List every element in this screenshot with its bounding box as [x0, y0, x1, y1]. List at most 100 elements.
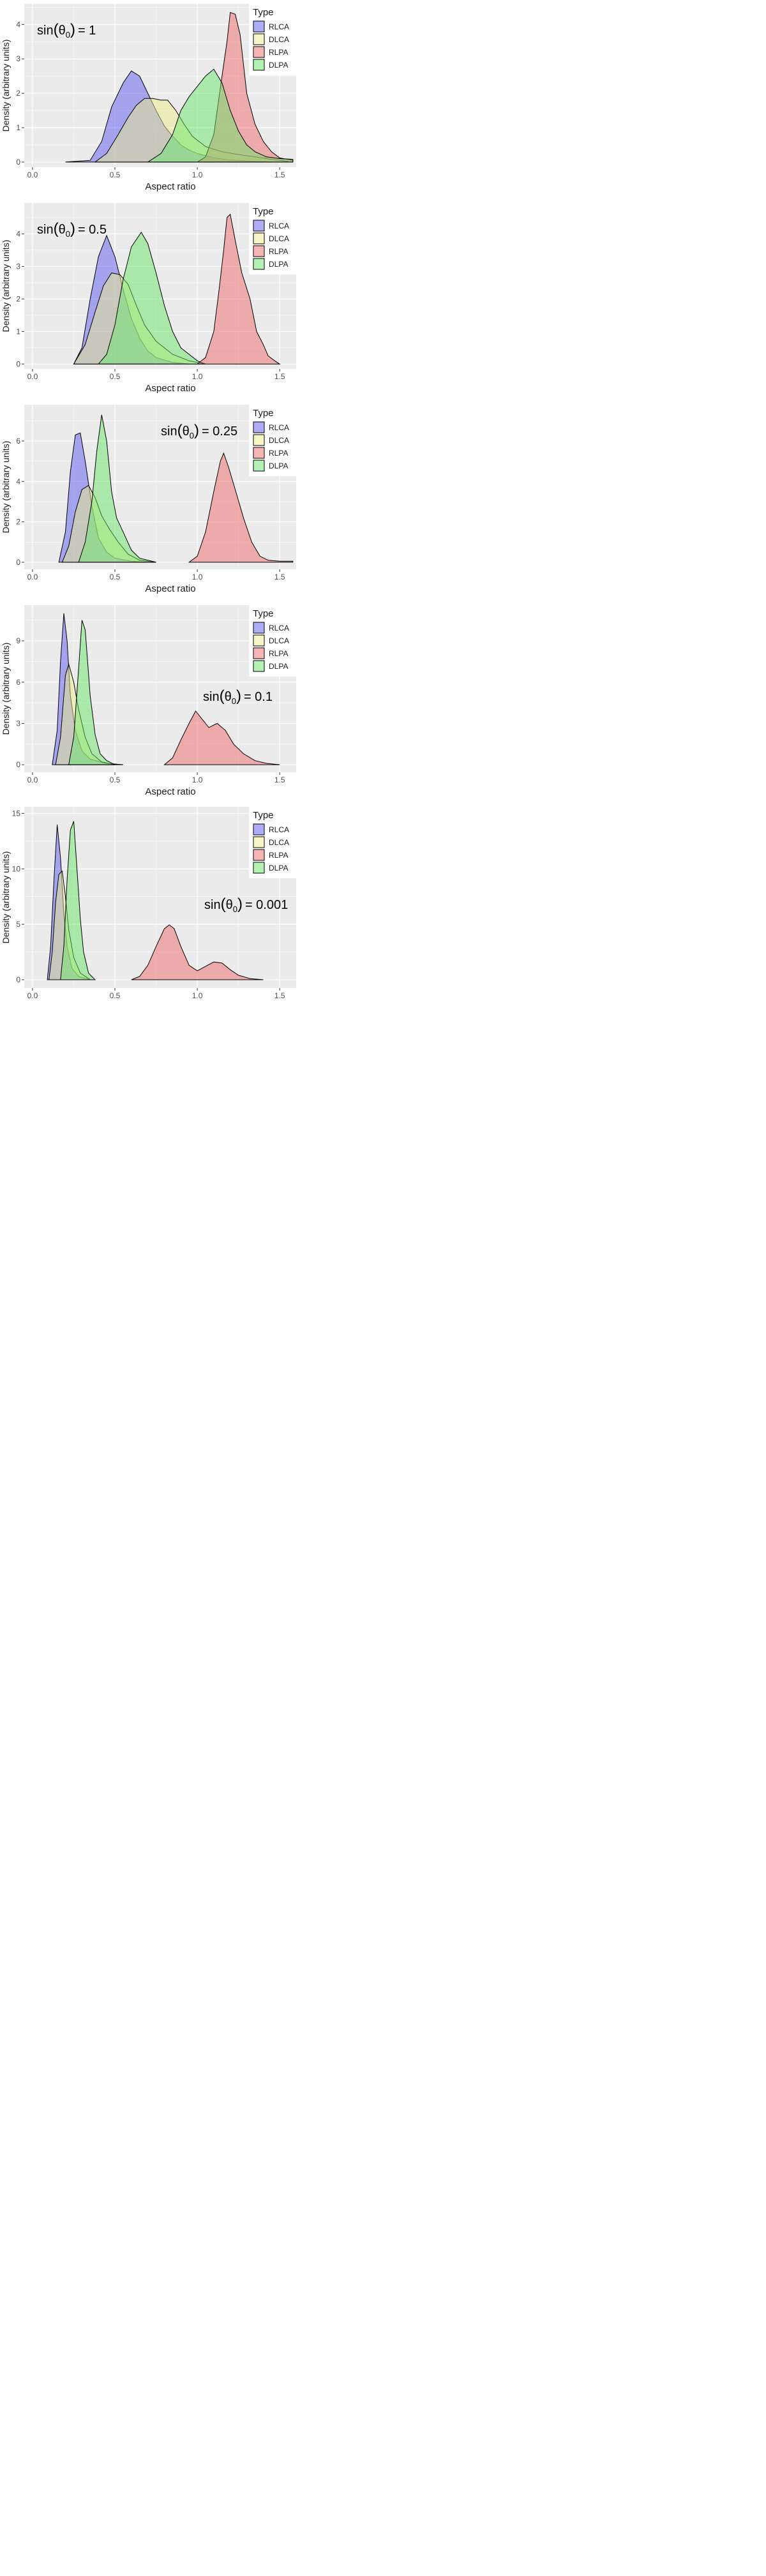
y-tick-label: 4	[16, 477, 20, 486]
legend: Type RLCA DLCA RLPA DLPA	[249, 4, 296, 75]
annotation-subscript: 0	[66, 30, 70, 40]
x-tick-label: 1.5	[274, 170, 285, 179]
x-tick-label: 0.0	[27, 775, 38, 784]
y-tick-label: 4	[16, 20, 20, 29]
y-tick-label: 4	[16, 229, 20, 238]
x-tick-label: 1.5	[274, 372, 285, 381]
legend-label-dlca: DLCA	[269, 436, 289, 445]
legend-title: Type	[253, 7, 274, 18]
legend: Type RLCA DLCA RLPA DLPA	[249, 605, 296, 677]
annotation-prefix: sin	[37, 24, 54, 38]
annotation-paren: )	[236, 687, 241, 705]
legend-swatch-rlca	[253, 20, 265, 33]
legend-swatch-rlpa	[253, 46, 265, 58]
x-tick-label: 1.0	[192, 170, 203, 179]
x-axis-label: Aspect ratio	[145, 786, 195, 797]
annotation: sin(θ0) = 0.25	[161, 422, 237, 440]
legend-swatch-dlca	[253, 434, 265, 446]
chart-panel-3: 0.0 0.5 1.0 1.5 0 2 4 6 Aspect ratio Density (arb…	[1, 405, 296, 594]
y-tick-label: 0	[16, 760, 20, 769]
chart-panel-4: 0.0 0.5 1.0 1.5 0 3 6 9 Aspect ratio Density (arb…	[1, 605, 296, 797]
y-tick-label: 6	[16, 437, 20, 446]
density-area-dlpa	[98, 231, 206, 364]
x-tick-label: 0.0	[27, 170, 38, 179]
legend-label-rlca: RLCA	[269, 221, 289, 230]
density-area-rlpa	[131, 924, 264, 980]
annotation-theta: θ	[183, 424, 190, 438]
annotation-theta: θ	[59, 24, 66, 38]
annotation-paren: )	[70, 220, 75, 237]
annotation: sin(θ0) = 1	[37, 21, 96, 40]
annotation-subscript: 0	[233, 904, 237, 914]
legend-swatch-dlpa	[253, 59, 265, 71]
annotation-paren: (	[54, 220, 59, 237]
legend-label-rlpa: RLPA	[269, 851, 288, 860]
legend-swatch-dlpa	[253, 660, 265, 672]
legend-swatch-dlca	[253, 33, 265, 45]
legend-swatch-dlca	[253, 634, 265, 647]
legend-swatch-rlpa	[253, 849, 265, 861]
annotation-paren: )	[194, 422, 199, 439]
y-axis-label: Density (arbitrary units)	[1, 40, 11, 132]
annotation: sin(θ0) = 0.001	[204, 895, 288, 914]
legend-label-rlca: RLCA	[269, 423, 289, 432]
density-area-rlpa	[196, 213, 281, 364]
legend-swatch-rlca	[253, 823, 265, 835]
annotation-theta: θ	[226, 898, 233, 912]
legend-label-dlpa: DLPA	[269, 61, 288, 70]
x-tick-label: 1.0	[192, 372, 203, 381]
y-tick-label: 10	[12, 864, 21, 873]
annotation-theta: θ	[59, 223, 66, 237]
x-axis-label: Aspect ratio	[145, 181, 195, 192]
y-axis-label: Density (arbitrary units)	[1, 851, 11, 944]
x-tick-label: 0.0	[27, 573, 38, 581]
annotation-paren: (	[177, 422, 183, 439]
annotation-paren: (	[220, 687, 225, 705]
y-axis-label: Density (arbitrary units)	[1, 441, 11, 534]
x-tick-label: 0.5	[110, 991, 121, 1000]
annotation: sin(θ0) = 0.1	[203, 687, 273, 706]
legend-swatch-rlpa	[253, 245, 265, 257]
x-tick-label: 1.5	[274, 775, 285, 784]
density-area-dlpa	[78, 414, 156, 563]
density-area-dlpa	[68, 620, 116, 765]
y-tick-label: 0	[16, 558, 20, 567]
annotation-paren: )	[237, 895, 243, 913]
legend-swatch-rlpa	[253, 647, 265, 659]
annotation: sin(θ0) = 0.5	[37, 220, 107, 239]
x-tick-label: 1.0	[192, 991, 203, 1000]
x-tick-label: 0.5	[110, 372, 121, 381]
legend: Type RLCA DLCA RLPA DLPA	[249, 203, 296, 274]
x-tick-label: 1.0	[192, 775, 203, 784]
density-area-dlpa	[60, 821, 96, 980]
y-tick-label: 0	[16, 158, 20, 167]
y-tick-label: 5	[16, 920, 20, 929]
y-tick-label: 15	[12, 809, 21, 818]
legend-label-rlpa: RLPA	[269, 649, 288, 658]
legend-label-rlpa: RLPA	[269, 449, 288, 458]
legend-label-rlca: RLCA	[269, 825, 289, 834]
density-area-rlpa	[163, 710, 280, 765]
chart-panel-2: 0.0 0.5 1.0 1.5 0 1 2 3 4 Aspect ratio Density (ar…	[1, 203, 296, 394]
x-tick-label: 0.5	[110, 573, 121, 581]
legend-swatch-rlca	[253, 421, 265, 433]
y-tick-label: 2	[16, 294, 20, 303]
y-tick-label: 3	[16, 262, 20, 271]
annotation-prefix: sin	[203, 690, 220, 704]
annotation-value: = 0.25	[202, 424, 237, 438]
x-tick-label: 1.5	[274, 991, 285, 1000]
y-tick-label: 2	[16, 89, 20, 98]
x-tick-label: 0.5	[110, 170, 121, 179]
annotation-prefix: sin	[161, 424, 177, 438]
legend-label-dlca: DLCA	[269, 636, 289, 645]
annotation-value: = 0.5	[78, 223, 107, 237]
legend-swatch-dlca	[253, 836, 265, 848]
legend-swatch-rlca	[253, 622, 265, 634]
legend: Type RLCA DLCA RLPA DLPA	[249, 405, 296, 476]
legend-label-dlca: DLCA	[269, 234, 289, 243]
y-tick-label: 3	[16, 719, 20, 728]
y-tick-label: 0	[16, 975, 20, 984]
y-axis-label: Density (arbitrary units)	[1, 643, 11, 735]
annotation-paren: (	[54, 21, 59, 38]
